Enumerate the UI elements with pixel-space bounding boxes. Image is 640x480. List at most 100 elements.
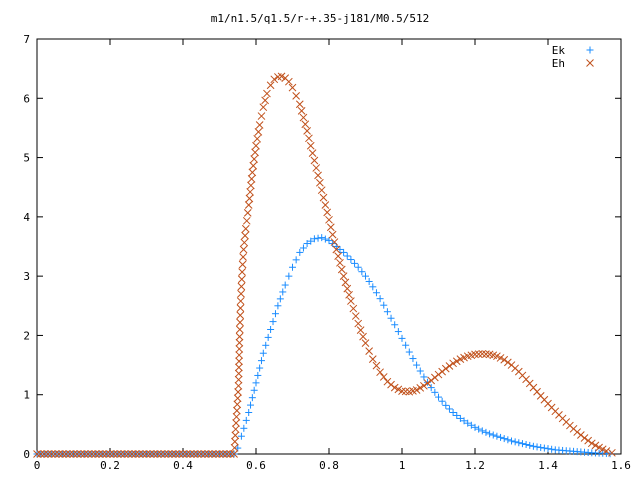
data-point [239,245,248,254]
data-point [247,401,255,409]
data-point [474,350,483,358]
data-point [314,234,322,242]
data-point [40,450,49,458]
data-point [250,386,258,394]
data-point [109,450,118,458]
data-point [276,295,284,303]
legend-label-ek: Ek [552,44,566,57]
data-point [297,107,306,115]
data-point [153,450,162,458]
data-point [292,92,301,100]
data-point [365,347,374,355]
data-point [305,134,313,143]
data-point [518,440,526,448]
data-point [306,141,315,150]
data-point [409,355,417,363]
data-point [47,450,56,458]
data-point [372,289,380,297]
data-point [231,437,239,446]
data-point [80,450,89,458]
data-point [36,450,45,458]
data-point [321,235,329,243]
data-point [394,328,402,336]
data-point [250,155,259,163]
data-point [128,450,136,458]
data-point [259,103,268,112]
data-point [445,405,453,413]
data-point [321,201,330,209]
data-point [379,373,388,381]
data-point [303,127,311,135]
data-point [274,302,282,310]
data-point [345,290,353,299]
data-point [544,445,552,453]
data-point [254,371,262,379]
data-point [234,375,243,384]
data-point [240,424,248,432]
data-point [234,369,243,378]
data-point [587,439,596,448]
data-point [351,312,360,320]
data-point [241,231,249,240]
data-point [299,244,307,252]
data-point [235,351,244,359]
data-point [239,253,247,261]
data-point [244,201,253,209]
data-point [262,341,270,349]
x-tick-label: 0 [34,459,41,472]
data-point [347,297,355,305]
data-point [252,379,260,387]
y-tick-label: 0 [23,448,30,461]
data-point [493,352,501,361]
data-point [312,164,321,172]
data-point [339,272,348,280]
data-point [208,450,217,458]
data-point [368,355,377,363]
x-tick-label: 0.6 [246,459,266,472]
data-point [391,321,399,329]
data-point [383,308,391,316]
data-point [296,248,304,256]
data-point [98,450,107,458]
data-point [471,423,479,431]
data-point [270,75,279,84]
data-point [289,263,296,271]
data-point [279,288,287,296]
data-point [135,450,144,458]
data-point [497,433,505,441]
data-point [236,297,245,305]
data-point [257,112,266,120]
data-point [456,414,464,422]
data-point [230,443,239,452]
data-point [390,383,399,392]
data-point [44,450,52,458]
data-point [431,388,439,396]
data-point [256,364,264,372]
data-point [307,237,315,245]
data-point [190,450,198,458]
y-tick-label: 7 [23,33,30,46]
data-point [232,419,240,427]
y-tick-label: 2 [23,329,30,342]
data-point [62,450,71,458]
data-point [76,450,85,458]
data-point [33,450,41,458]
data-point [316,178,324,187]
data-point [149,450,158,458]
data-point [171,450,180,458]
data-point [245,194,254,203]
data-point [334,252,342,260]
legend-marker-eh [586,59,594,67]
data-point [548,445,556,453]
data-point [354,319,363,328]
data-point [281,281,289,289]
data-point [496,354,505,362]
data-point [529,442,537,450]
data-point [242,416,250,424]
data-point [106,450,114,458]
data-point [420,381,428,390]
data-point [248,168,257,177]
data-point [69,450,78,458]
data-point [204,450,213,458]
data-point [540,444,548,452]
